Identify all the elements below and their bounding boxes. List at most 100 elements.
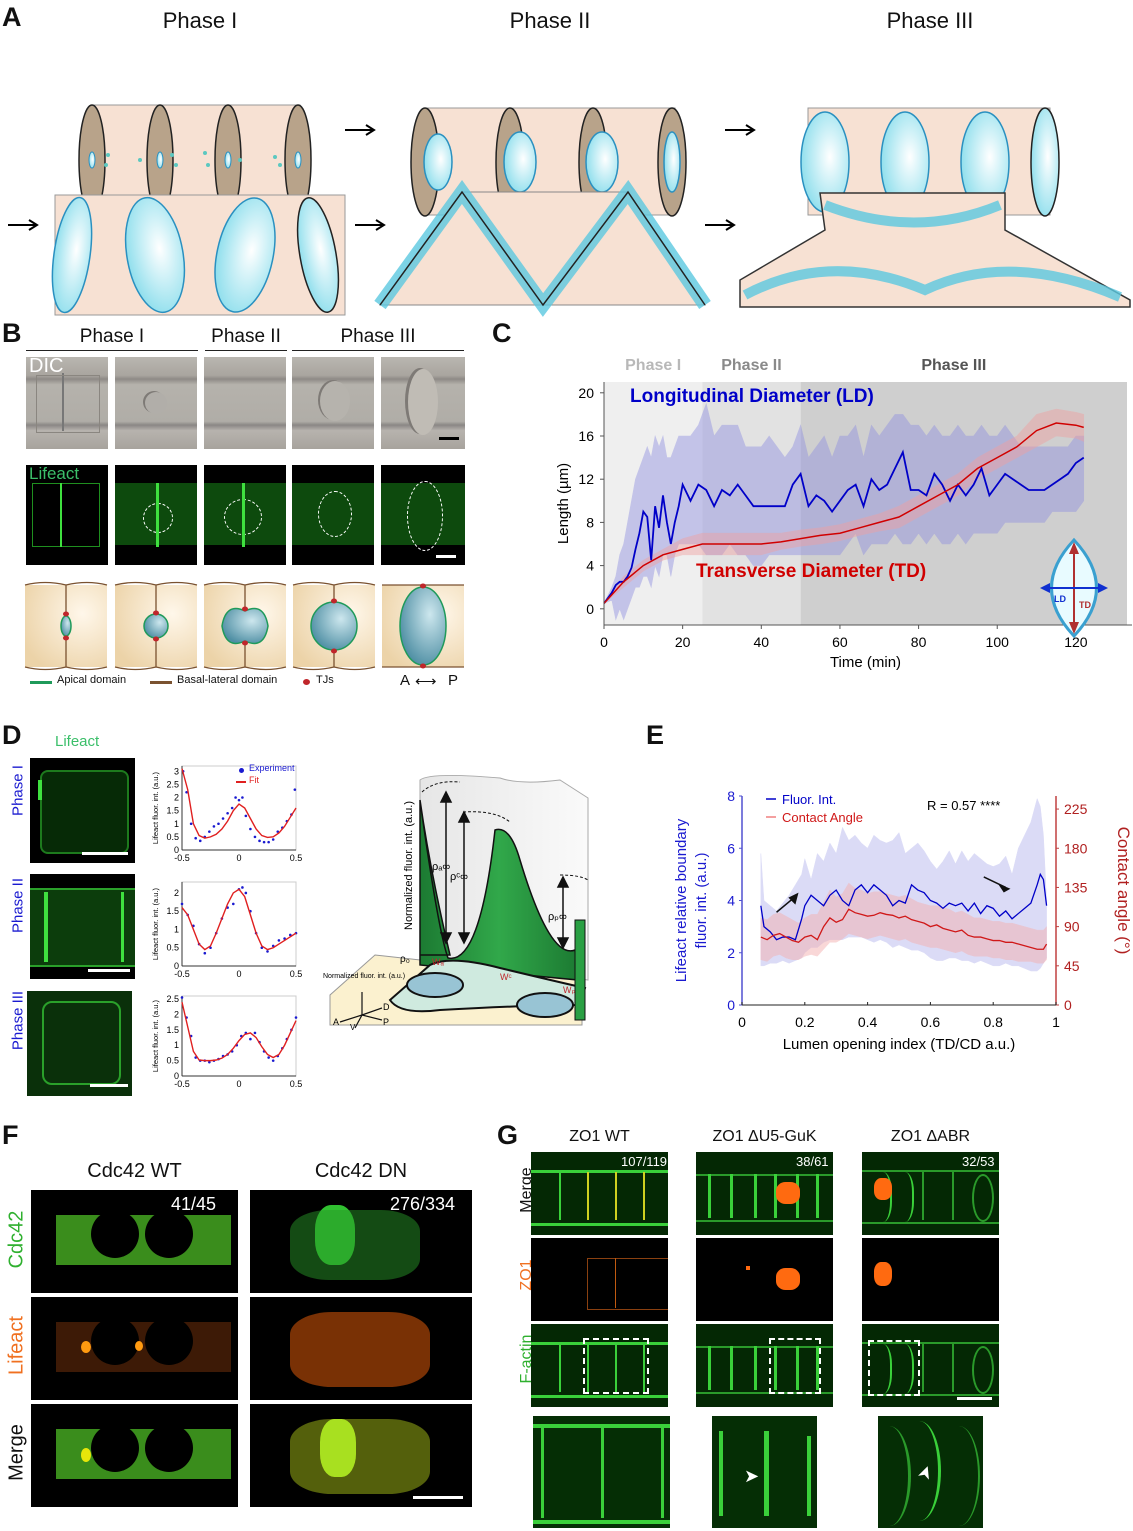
- dic-label: DIC: [29, 355, 64, 377]
- y-tick-label: 2.5: [166, 994, 179, 1004]
- phase-1-tube: [78, 104, 312, 216]
- w-a-label: Wₐ: [432, 957, 444, 967]
- phase-region-label: Phase II: [721, 357, 781, 374]
- diagram-2: [114, 581, 198, 671]
- experiment-point: [208, 1060, 211, 1064]
- y-tick-label: 16: [578, 428, 594, 444]
- y-tick-label: 1: [174, 819, 179, 829]
- x-tick-label: 0: [236, 969, 241, 979]
- y-tick-label: 1.5: [166, 906, 179, 916]
- panel-b-phase-1-bar: [26, 350, 198, 351]
- y-tick-label-left: 2: [727, 945, 735, 961]
- y-axis-title: Lifeact fluor. int. (a.u.): [151, 999, 160, 1072]
- scale-bar: [90, 1084, 128, 1087]
- y-tick-label-left: 4: [727, 893, 735, 909]
- experiment-point: [217, 822, 220, 826]
- panel-label-e: E: [646, 720, 665, 750]
- x-tick-label: -0.5: [174, 969, 190, 979]
- panel-g-wt-zo1: [531, 1238, 668, 1321]
- panel-g-wt-merge: 107/119: [531, 1152, 668, 1235]
- series-band-2: [760, 882, 1047, 964]
- panel-g-wt-factin: [531, 1324, 668, 1407]
- dic-image-1: [26, 357, 108, 449]
- x-tick-label: 80: [911, 634, 927, 650]
- inset-td-label: TD: [1079, 600, 1091, 610]
- panel-d-image-2: [30, 874, 135, 979]
- zoom-box: [583, 1338, 649, 1394]
- x-tick-label: 100: [986, 634, 1010, 650]
- branched-tube: [739, 192, 1131, 308]
- legend-basal-label: Basal-lateral domain: [177, 674, 278, 686]
- w-p-label: Wₚ: [563, 985, 575, 995]
- panel-g-dabr-factin: [862, 1324, 999, 1407]
- y-axis-title-left-line2: fluor. int. (a.u.): [693, 853, 710, 949]
- legend-ld: Longitudinal Diameter (LD): [630, 386, 874, 407]
- panel-b-phase-3-title: Phase III: [340, 326, 416, 347]
- panel-label-b: B: [2, 318, 22, 348]
- dir-v: V: [350, 1023, 356, 1030]
- panel-label-d: D: [2, 720, 22, 750]
- y-tick-label-right: 225: [1064, 801, 1088, 817]
- diagram-5: [382, 583, 464, 669]
- x-axis-title: Lumen opening index (TD/CD a.u.): [783, 1036, 1016, 1053]
- y-tick-label: 1: [174, 1040, 179, 1050]
- experiment-point: [180, 996, 184, 999]
- panel-a-phase-2-title: Phase II: [509, 8, 591, 33]
- legend-basal-swatch: [150, 681, 172, 684]
- panel-d-row-label-2: Phase II: [9, 877, 27, 934]
- y-axis-title: Length (µm): [555, 463, 572, 544]
- panel-g-dabr-zoom: ➤: [878, 1416, 983, 1528]
- experiment-point: [253, 835, 257, 839]
- experiment-point: [244, 891, 248, 895]
- scale-bar: [88, 969, 130, 972]
- experiment-point: [230, 806, 234, 810]
- series-band-1: [603, 402, 1085, 621]
- y-tick-label-right: 135: [1064, 879, 1088, 895]
- y-axis-title-right: Contact angle (°): [1114, 827, 1133, 955]
- x-tick-label: 0: [738, 1014, 746, 1030]
- axis-note-line1: Normalized fluor. int. (a.u.): [323, 973, 405, 980]
- w-c-label: Wᶜ: [500, 972, 512, 982]
- panel-g-col-3-title: ZO1 ΔABR: [890, 1128, 971, 1145]
- y-tick-label-right: 90: [1064, 919, 1080, 935]
- arrowhead-icon: [788, 892, 799, 905]
- panel-a-schematic: [8, 104, 1131, 317]
- experiment-point: [221, 817, 225, 820]
- rho-p-label: ρₚ∞: [548, 911, 567, 923]
- x-tick-label: 1: [1052, 1014, 1060, 1030]
- legend-fluor-label: Fluor. Int.: [782, 792, 836, 807]
- panel-g-du5-zo1: [696, 1238, 833, 1321]
- panel-g-col-1-title: ZO1 WT: [569, 1128, 630, 1145]
- series-band-2: [603, 408, 1085, 604]
- legend-fit-line: [236, 781, 246, 783]
- y-tick-label: 8: [586, 514, 594, 530]
- y-tick-label: 0.5: [166, 1056, 179, 1066]
- experiment-point: [180, 902, 184, 906]
- y-tick-label: 0: [586, 601, 594, 617]
- panel-g-dabr-zo1: [862, 1238, 999, 1321]
- scale-bar: [436, 555, 456, 558]
- y-tick-label: 2.5: [166, 779, 179, 789]
- panel-b-phase-2-bar: [205, 350, 287, 351]
- x-tick-label: 0: [600, 634, 608, 650]
- experiment-point: [267, 840, 270, 844]
- legend-tjs-label: TJs: [316, 674, 334, 686]
- experiment-point: [262, 840, 266, 844]
- phase-3-tube: [800, 107, 1060, 217]
- panel-a-phase-3-title: Phase III: [886, 8, 974, 33]
- panel-d-row-label-3: Phase III: [9, 990, 27, 1051]
- y-tick-label: 2: [174, 793, 179, 803]
- arrowhead-icon: ➤: [744, 1466, 760, 1486]
- experiment-point: [293, 788, 297, 791]
- series-line-td: [603, 422, 1084, 604]
- x-tick-label: -0.5: [174, 853, 190, 863]
- lifeact-image-3: [204, 465, 286, 565]
- y-tick-label-left: 0: [727, 997, 735, 1013]
- count-label: 107/119: [621, 1154, 668, 1169]
- panel-g-du5-zoom: ➤: [712, 1416, 817, 1528]
- panel-f-row-label-3: Merge: [5, 1424, 28, 1481]
- x-tick-label: 0.5: [290, 969, 303, 979]
- count-label: 32/53: [962, 1154, 995, 1169]
- y-axis-title: Lifeact fluor. int. (a.u.): [151, 887, 160, 960]
